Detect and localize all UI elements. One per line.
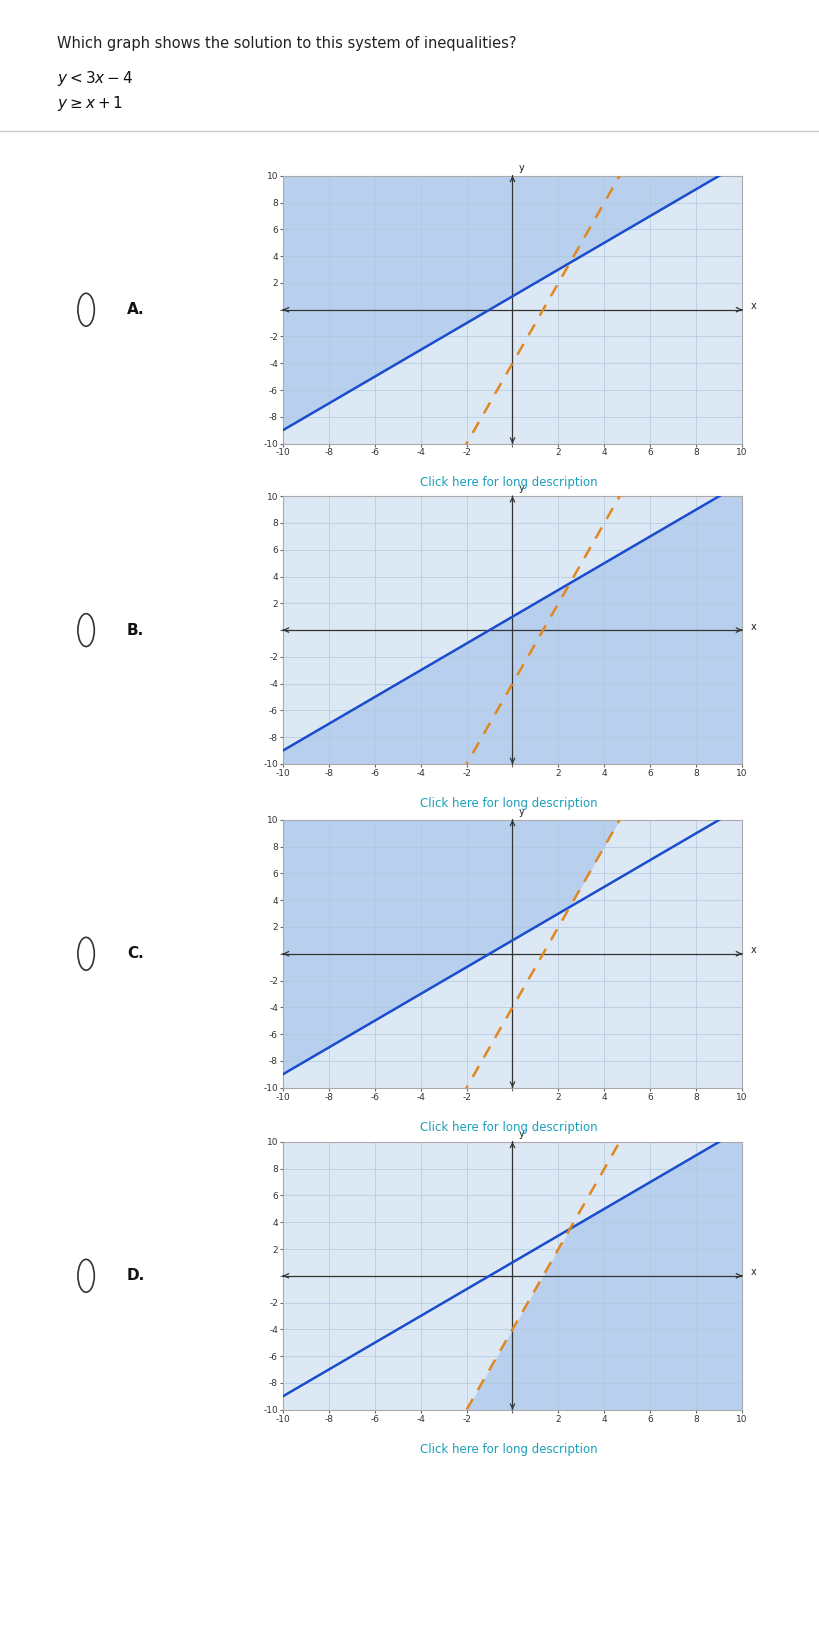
Text: B.: B. (127, 623, 144, 637)
Text: $y < 3x - 4$: $y < 3x - 4$ (57, 69, 133, 89)
Text: y: y (518, 483, 524, 493)
Text: x: x (749, 1267, 756, 1278)
Text: Click here for long description: Click here for long description (419, 476, 596, 490)
Text: $y \geq x + 1$: $y \geq x + 1$ (57, 94, 124, 113)
Text: D.: D. (127, 1268, 145, 1283)
Text: x: x (749, 301, 756, 312)
Text: Click here for long description: Click here for long description (419, 1443, 596, 1456)
Text: y: y (518, 163, 524, 173)
Text: Click here for long description: Click here for long description (419, 1121, 596, 1134)
Text: x: x (749, 621, 756, 633)
Text: x: x (749, 945, 756, 956)
Text: Click here for long description: Click here for long description (419, 797, 596, 810)
Text: C.: C. (127, 946, 143, 961)
Text: y: y (518, 1129, 524, 1139)
Text: Which graph shows the solution to this system of inequalities?: Which graph shows the solution to this s… (57, 36, 516, 51)
Text: y: y (518, 807, 524, 817)
Text: A.: A. (127, 302, 144, 317)
